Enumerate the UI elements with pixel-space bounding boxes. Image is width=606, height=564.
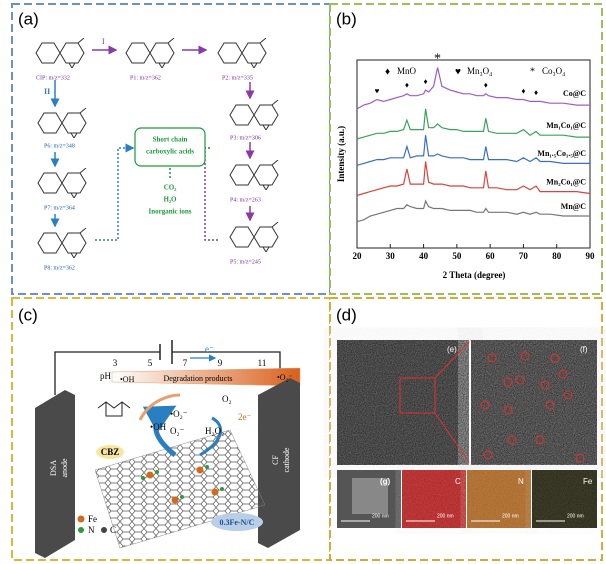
xrd-curve — [356, 108, 590, 140]
x-tick-label: 80 — [552, 251, 562, 261]
compound-label: P4: m/z=263 — [230, 197, 261, 203]
ph-species: •O₂⁻ — [277, 373, 293, 382]
scale-bar: 200 nm — [372, 513, 389, 519]
x-tick-label: 30 — [386, 251, 396, 261]
legend-label: Fe — [88, 514, 97, 524]
element-label: N — [518, 477, 524, 486]
legend-label: Mn₃O₄ — [467, 66, 492, 76]
product: CO₂ — [164, 184, 177, 192]
xrd-curve — [356, 199, 590, 223]
ph-tick: 3 — [113, 358, 118, 368]
peak-marker: ♦ — [405, 81, 409, 90]
compound-label: P6: m/z=348 — [44, 143, 75, 149]
species: •OH — [150, 422, 167, 432]
microscopy — [337, 339, 597, 528]
xrd-curve — [356, 67, 590, 110]
xrd-curve — [356, 161, 591, 196]
scale-bar: 200 nm — [437, 513, 454, 519]
ph-label: pH — [100, 371, 112, 381]
legend-label: MnO — [397, 66, 417, 76]
electron-label: e⁻ — [205, 344, 214, 354]
x-tick-label: 60 — [486, 251, 496, 261]
scale-bar: 200 nm — [502, 513, 519, 519]
element-label: C — [455, 477, 461, 486]
panel-label: (d) — [336, 305, 357, 324]
subpanel-label: (e) — [447, 345, 457, 354]
series-label: Co@C — [563, 89, 586, 98]
ph-tick: 7 — [183, 358, 188, 368]
electrode-label: DSA — [49, 460, 58, 476]
electrode-label: anode — [60, 458, 69, 478]
compound-label: P3: m/z=306 — [230, 135, 261, 141]
x-axis-label: 2 Theta (degree) — [443, 270, 506, 280]
species: H₂O₂ — [205, 426, 224, 436]
ph-tick: 11 — [258, 358, 267, 368]
ph-species: •OH — [120, 375, 135, 384]
x-tick-label: 70 — [519, 251, 529, 261]
series-label: Mn₁.₅Co₁.₅@C — [537, 149, 586, 158]
series-label: Mn₂Co₁@C — [546, 177, 586, 186]
compound-label: P8: m/z=362 — [44, 265, 75, 271]
peak-marker: ♦ — [484, 81, 488, 90]
species: •O₂⁻ — [170, 409, 188, 419]
pathway-diagram — [35, 38, 279, 258]
xrd-chart: 20 30 40 50 60 70 80 90 ♦ MnO ♥ Mn₃O₄ * Co₃O₄ Co@C Mn₁C… — [353, 52, 596, 261]
ph-tick: 9 — [218, 358, 223, 368]
pathway-label: I — [102, 37, 105, 46]
x-tick-label: 90 — [586, 251, 596, 261]
legend-label: C — [110, 525, 116, 535]
product: Inorganic ions — [149, 208, 192, 216]
panel-label: (a) — [18, 9, 39, 28]
box-text: Short chain — [153, 136, 188, 144]
x-tick-label: 50 — [452, 251, 462, 261]
electrode-label: cathode — [282, 447, 291, 472]
legend-symbol: ♥ — [455, 66, 461, 77]
compound-label: CIP: m/z=332 — [36, 75, 70, 81]
mechanism-diagram — [35, 340, 301, 558]
element-label: Fe — [583, 477, 593, 486]
peak-marker: ♥ — [375, 86, 380, 95]
species: 2e⁻ — [238, 412, 251, 422]
species: O₂⁻ — [170, 426, 185, 436]
legend-label: Co₃O₄ — [542, 66, 565, 76]
product: H₂O — [164, 196, 178, 204]
subpanel-label: (f) — [580, 345, 588, 354]
series-label: Mn₁Co₁@C — [546, 121, 586, 130]
scale-bar: 200 nm — [567, 513, 584, 519]
peak-marker: ♦ — [521, 86, 525, 95]
x-tick-label: 40 — [419, 251, 429, 261]
ph-tick: 5 — [148, 358, 153, 368]
subpanel-label: (g) — [380, 477, 391, 486]
panel-label: (b) — [336, 9, 357, 28]
legend-symbol: ♦ — [385, 66, 390, 77]
peak-marker: ♦ — [424, 77, 428, 86]
pathway-label: II — [44, 87, 50, 96]
species: O₂ — [222, 394, 232, 404]
degradation-label: Degradation products — [163, 374, 232, 383]
compound-label: P1: m/z=362 — [130, 75, 161, 81]
y-axis-label: Intensity (a.u.) — [336, 126, 346, 182]
panel-label: (c) — [18, 305, 38, 324]
peak-marker: * — [434, 52, 441, 67]
compound-label: P5: m/z=245 — [230, 259, 261, 265]
catalyst-label: 0.3Fe-N/C — [220, 518, 255, 527]
box-text: carboxylic acids — [146, 148, 194, 156]
series-label: Mn@C — [561, 202, 586, 211]
electrode-label: CF — [271, 455, 280, 465]
molecule-label: CBZ — [101, 447, 120, 457]
legend-symbol: * — [530, 66, 535, 77]
compound-label: P2: m/z=335 — [222, 75, 253, 81]
x-tick-label: 20 — [353, 251, 363, 261]
legend-label: N — [88, 525, 95, 535]
xrd-curve — [356, 135, 590, 166]
compound-label: P7: m/z=364 — [44, 205, 75, 211]
plot-frame — [356, 59, 591, 249]
peak-marker: ♦ — [534, 88, 538, 97]
